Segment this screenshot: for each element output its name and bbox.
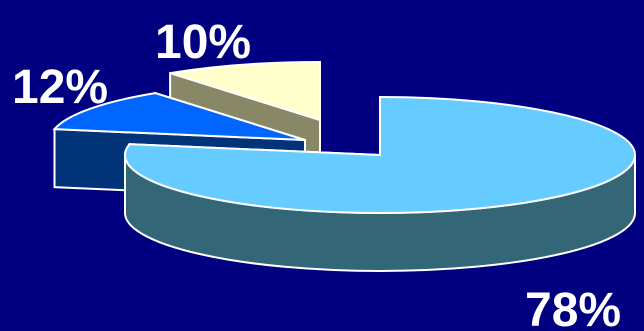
pie-slice-label-1: 78% — [525, 284, 621, 331]
pie-slice-label-3: 10% — [155, 16, 251, 69]
pie-slice-1 — [124, 95, 636, 214]
pie-slice-2 — [52, 92, 306, 141]
pie-slice-label-2: 12% — [12, 61, 108, 114]
pie-slice-3 — [169, 60, 321, 122]
